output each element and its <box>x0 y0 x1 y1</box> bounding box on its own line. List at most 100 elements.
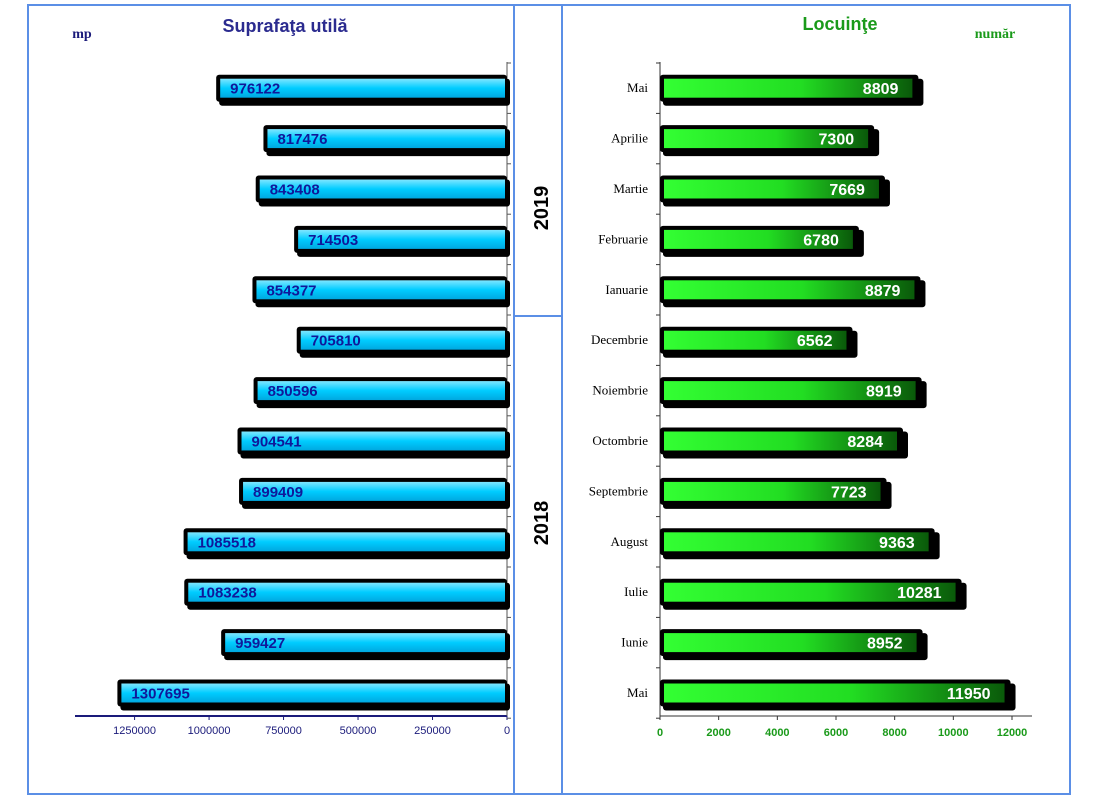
right-bar-value-label: 8879 <box>865 283 901 300</box>
right-x-tick-label: 8000 <box>882 727 906 739</box>
right-category-label: Octombrie <box>592 433 648 448</box>
right-bar-group: 9363 <box>660 528 940 560</box>
left-bar-group: 817476 <box>263 125 510 157</box>
right-category-label: Martie <box>613 181 648 196</box>
right-bar <box>664 582 956 602</box>
right-category-label: Septembrie <box>589 483 648 498</box>
right-x-tick-label: 0 <box>657 727 663 739</box>
left-x-tick-label: 250000 <box>414 725 451 737</box>
left-bar <box>256 280 505 300</box>
right-category-label: Mai <box>627 80 648 95</box>
left-bar-value-label: 1307695 <box>131 686 189 703</box>
left-bar <box>187 532 505 552</box>
left-bar-group: 843408 <box>255 175 510 207</box>
right-x-tick-label: 4000 <box>765 727 789 739</box>
left-chart-title: Suprafaţa utilă <box>222 16 348 36</box>
right-category-label: Ianuarie <box>605 282 648 297</box>
right-chart-title: Locuinţe <box>803 14 878 34</box>
right-bar <box>664 179 879 199</box>
left-bar <box>225 633 505 653</box>
left-bar-value-label: 843408 <box>270 182 320 199</box>
left-bar-series: 976122 817476 843408 714503 854377 705810 8505… <box>117 74 511 711</box>
right-bar-value-label: 7669 <box>829 182 865 199</box>
left-x-tick-label: 500000 <box>340 725 377 737</box>
left-bar <box>220 78 505 98</box>
right-category-label: Mai <box>627 685 648 700</box>
left-unit-label: mp <box>72 27 92 42</box>
right-x-tick-label: 10000 <box>938 727 969 739</box>
left-bar-value-label: 899409 <box>253 484 303 501</box>
left-bar <box>257 381 505 401</box>
right-bar-value-label: 8284 <box>847 434 883 451</box>
right-bar-group: 7669 <box>660 175 890 207</box>
left-bar <box>300 330 505 350</box>
right-bar <box>664 431 897 451</box>
right-bar-group: 11950 <box>660 679 1016 711</box>
left-bar-group: 850596 <box>253 377 510 409</box>
right-bar <box>664 229 853 249</box>
left-bar-group: 714503 <box>294 225 510 257</box>
year-label-2018: 2018 <box>531 501 553 546</box>
right-bar <box>664 633 917 653</box>
right-bar-group: 6780 <box>660 225 864 257</box>
right-x-tick-label: 2000 <box>706 727 730 739</box>
right-bar <box>664 532 929 552</box>
left-bar-value-label: 904541 <box>252 434 302 451</box>
right-category-label: Decembrie <box>591 332 648 347</box>
right-bar <box>664 330 847 350</box>
left-x-tick-label: 0 <box>504 725 510 737</box>
right-bar <box>664 280 915 300</box>
left-bar-group: 1085518 <box>183 528 510 560</box>
left-bar <box>298 229 505 249</box>
right-category-label: August <box>610 534 648 549</box>
right-category-label: Iunie <box>621 635 648 650</box>
left-bar-group: 976122 <box>216 74 510 106</box>
left-bar-value-label: 854377 <box>266 282 316 299</box>
right-bar-value-label: 6562 <box>797 333 833 350</box>
left-bar <box>267 129 505 149</box>
left-bar-group: 1307695 <box>117 679 510 711</box>
right-x-axis: 0 2000 4000 6000 8000 10000 12000 Mai Aprilie Mar… <box>589 62 1032 739</box>
right-bar-group: 6562 <box>660 326 858 358</box>
right-category-label: Februarie <box>598 231 648 246</box>
right-category-label: Iulie <box>624 584 648 599</box>
left-bar-group: 959427 <box>221 629 510 661</box>
left-bar-group: 705810 <box>296 326 510 358</box>
right-bar-series: 8809 7300 7669 6780 8879 6562 8919 8284 7723 9363… <box>660 74 1016 711</box>
left-bar <box>241 431 506 451</box>
right-bar-value-label: 7723 <box>831 484 867 501</box>
right-bar <box>664 78 913 98</box>
right-x-tick-label: 12000 <box>997 727 1028 739</box>
right-bar-group: 8284 <box>660 427 908 459</box>
right-bar-value-label: 8952 <box>867 636 903 653</box>
right-bar-value-label: 10281 <box>897 585 942 602</box>
left-bar-group: 854377 <box>252 276 510 308</box>
left-x-tick-label: 1250000 <box>113 725 156 737</box>
right-bar-value-label: 6780 <box>803 232 839 249</box>
right-category-label: Aprilie <box>611 131 648 146</box>
left-bar-group: 1083238 <box>184 578 510 610</box>
left-bar-value-label: 817476 <box>277 131 327 148</box>
right-bar-value-label: 11950 <box>947 686 991 703</box>
left-bar-value-label: 1085518 <box>198 534 256 551</box>
right-bar <box>664 481 881 501</box>
right-category-label: Noiembrie <box>592 383 648 398</box>
left-bar-value-label: 705810 <box>311 333 361 350</box>
right-bar-value-label: 7300 <box>819 132 855 149</box>
right-bar-group: 10281 <box>660 578 967 610</box>
left-bar-group: 899409 <box>239 477 510 509</box>
year-label-2019: 2019 <box>531 186 553 231</box>
left-bar-value-label: 959427 <box>235 635 285 652</box>
left-bar <box>188 582 505 602</box>
right-bar <box>664 129 869 149</box>
left-bar <box>121 683 505 703</box>
left-bar <box>243 481 505 501</box>
left-bar-value-label: 850596 <box>268 383 318 400</box>
left-bar <box>259 179 505 199</box>
right-bar-value-label: 9363 <box>879 535 915 552</box>
right-bar <box>664 683 1005 703</box>
right-bar-group: 8952 <box>660 629 928 661</box>
left-x-tick-label: 1000000 <box>188 725 231 737</box>
right-bar <box>664 381 916 401</box>
